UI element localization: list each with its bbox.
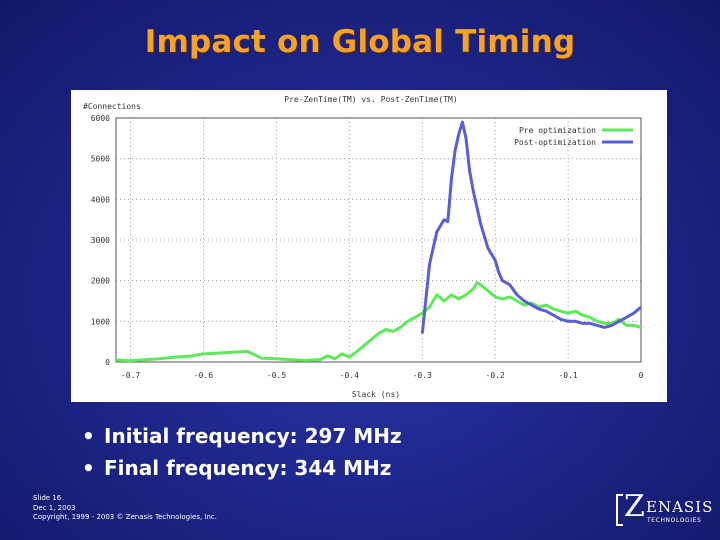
x-tick-label: -0.5 xyxy=(267,371,286,380)
x-tick-label: -0.6 xyxy=(194,371,213,380)
series-layer xyxy=(115,120,642,363)
y-axis-label: #Connections xyxy=(83,102,141,111)
logo-wordmark: ENASIS xyxy=(646,498,714,516)
x-axis-label: Slack (ns) xyxy=(352,390,400,399)
bullet-list: • Initial frequency: 297 MHz • Final frequ… xyxy=(82,420,402,484)
x-tick-label: -0.2 xyxy=(486,371,505,380)
plot-border xyxy=(115,117,642,363)
x-tick-label: -0.4 xyxy=(340,371,359,380)
y-tick-label: 5000 xyxy=(91,155,110,164)
legend-label: Post-optimization xyxy=(514,138,596,147)
bullet-dot: • xyxy=(82,456,95,480)
x-tick-label: 0 xyxy=(639,371,644,380)
y-tick-label: 0 xyxy=(105,358,110,367)
y-tick-label: 6000 xyxy=(91,114,110,123)
y-tick-label: 2000 xyxy=(91,277,110,286)
logo-bracket xyxy=(616,494,623,526)
chart-title: Pre-ZenTime(TM) vs. Post-ZenTime(TM) xyxy=(284,95,457,104)
copyright-text: Copyright, 1999 - 2003 © Zenasis Technol… xyxy=(33,513,217,521)
bullet-item: • Initial frequency: 297 MHz xyxy=(82,420,402,452)
y-tick-label: 3000 xyxy=(91,236,110,245)
zenasis-logo: Z ENASIS TECHNOLOGIES xyxy=(616,489,712,530)
legend-label: Pre optimization xyxy=(519,126,596,135)
bullet-text: Final frequency: 344 MHz xyxy=(104,456,392,480)
x-tick-label: -0.1 xyxy=(558,371,577,380)
plot-frame xyxy=(115,117,642,363)
series-line-pre xyxy=(115,281,642,363)
x-tick-label: -0.3 xyxy=(413,371,432,380)
x-tick-label: -0.7 xyxy=(121,371,140,380)
line-chart: 0 1000 2000 3000 4000 5000 6000 -0.7 -0.6 -0.5 -0.… xyxy=(83,95,644,399)
tick-labels: 0 1000 2000 3000 4000 5000 6000 -0.7 -0.6 -0.5 -0.… xyxy=(91,114,644,380)
slide-title: Impact on Global Timing xyxy=(144,24,576,60)
slide-footer: Slide 16 Dec 1, 2003 Copyright, 1999 - 2… xyxy=(33,494,217,523)
y-tick-label: 1000 xyxy=(91,317,110,326)
series-line-post xyxy=(420,120,642,334)
y-tick-label: 4000 xyxy=(91,195,110,204)
bullet-item: • Final frequency: 344 MHz xyxy=(82,452,402,484)
bullet-text: Initial frequency: 297 MHz xyxy=(104,424,402,448)
chart-panel: 0 1000 2000 3000 4000 5000 6000 -0.7 -0.6 -0.5 -0.… xyxy=(71,90,667,402)
legend: Pre optimization Post-optimization xyxy=(514,126,633,147)
slide-number: Slide 16 xyxy=(33,494,62,502)
slide-date: Dec 1, 2003 xyxy=(33,503,76,512)
logo-z: Z xyxy=(624,489,645,524)
bullet-dot: • xyxy=(82,424,95,448)
logo-subtitle: TECHNOLOGIES xyxy=(647,517,702,524)
grid-layer xyxy=(116,118,641,362)
